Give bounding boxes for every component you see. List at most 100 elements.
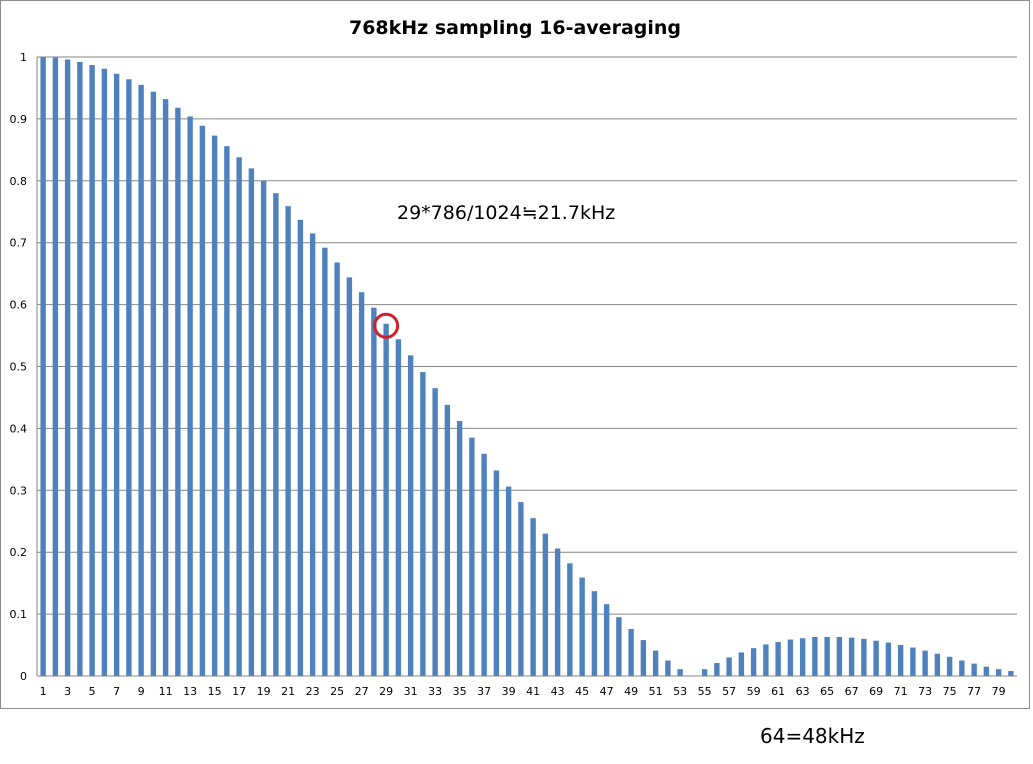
x-tick-label: 17 [232,685,246,698]
x-tick-label: 55 [698,685,712,698]
bar [444,404,451,676]
y-tick-label: 0.7 [10,237,28,250]
bar [309,233,316,677]
bars [40,57,1014,677]
y-axis-tick-labels: 0 0.1 0.2 0.3 0.4 0.5 0.6 0.7 0.8 0.9 1 [10,51,28,683]
bar [52,57,59,676]
chart-title: 768kHz sampling 16-averaging [349,17,681,39]
x-tick-label: 51 [649,685,663,698]
y-tick-label: 0.4 [10,422,28,435]
bar [1008,671,1014,676]
bar [836,637,843,676]
bar [640,640,647,676]
x-tick-label: 71 [894,685,908,698]
x-tick-label: 75 [943,685,957,698]
x-tick-label: 13 [183,685,197,698]
y-tick-label: 0.3 [10,484,28,497]
bar [211,135,218,676]
bar [383,323,389,676]
y-tick-label: 1 [20,51,27,64]
x-tick-label: 41 [526,685,540,698]
bar [812,637,818,676]
bar [885,642,892,676]
x-tick-label: 33 [428,685,442,698]
bar [518,502,524,676]
annotation-label: 29*786/1024≒21.7kHz [397,202,615,224]
bar [530,518,536,676]
bar [395,339,402,676]
bar [150,91,157,676]
bar [799,638,806,676]
x-tick-label: 79 [992,685,1006,698]
x-tick-label: 49 [624,685,638,698]
x-tick-label: 69 [869,685,883,698]
bar [138,84,144,677]
bar [481,453,487,676]
bar [603,604,610,676]
bar [934,653,941,676]
x-tick-label: 1 [40,685,47,698]
bar [652,650,659,676]
bar [554,548,561,676]
bar [959,660,965,676]
x-tick-label: 73 [918,685,932,698]
x-tick-label: 7 [113,685,120,698]
x-tick-label: 45 [575,685,589,698]
gridlines [36,56,1017,677]
bar [346,277,353,676]
bar [322,247,328,677]
x-tick-label: 53 [673,685,687,698]
x-tick-label: 31 [404,685,418,698]
y-tick-label: 0 [20,670,27,683]
x-tick-label: 5 [89,685,96,698]
bar [995,669,1002,676]
bar [726,657,732,676]
bar [162,99,169,677]
y-tick-label: 0.1 [10,608,28,621]
y-tick-label: 0.6 [10,299,28,312]
bar [260,180,267,677]
bar [897,645,904,676]
bar [750,648,757,676]
bar [714,663,720,676]
bar [848,637,855,676]
bar [505,486,512,676]
bar [297,219,304,676]
bar [922,650,928,676]
x-tick-label: 63 [796,685,810,698]
y-tick-label: 0.8 [10,175,28,188]
bar [873,640,879,676]
bar [628,628,634,676]
x-tick-label: 67 [845,685,859,698]
x-tick-label: 27 [355,685,369,698]
y-tick-label: 0.2 [10,546,28,559]
x-tick-label: 65 [820,685,834,698]
bar [910,647,916,676]
bar [432,388,438,676]
x-tick-label: 3 [64,685,71,698]
bar [493,470,500,676]
x-tick-label: 11 [159,685,173,698]
bar [469,437,475,676]
x-tick-label: 59 [747,685,761,698]
highlight-circle [373,312,400,339]
x-tick-label: 21 [281,685,295,698]
bar [701,669,708,676]
bar [861,638,867,676]
bar [285,206,291,676]
x-tick-label: 35 [453,685,467,698]
x-tick-label: 15 [208,685,222,698]
bar [420,372,426,676]
bar [983,666,990,676]
bar [77,61,83,676]
bar [358,292,365,676]
bar [665,660,671,676]
bar [971,663,977,676]
chart-frame: 768kHz sampling 16-averaging 0 0.1 0.2 0.3 0… [0,0,1030,709]
bar [89,65,95,676]
bar [567,563,573,676]
bar [126,79,132,676]
bar [775,641,781,676]
bar [407,355,414,676]
x-tick-label: 37 [477,685,491,698]
